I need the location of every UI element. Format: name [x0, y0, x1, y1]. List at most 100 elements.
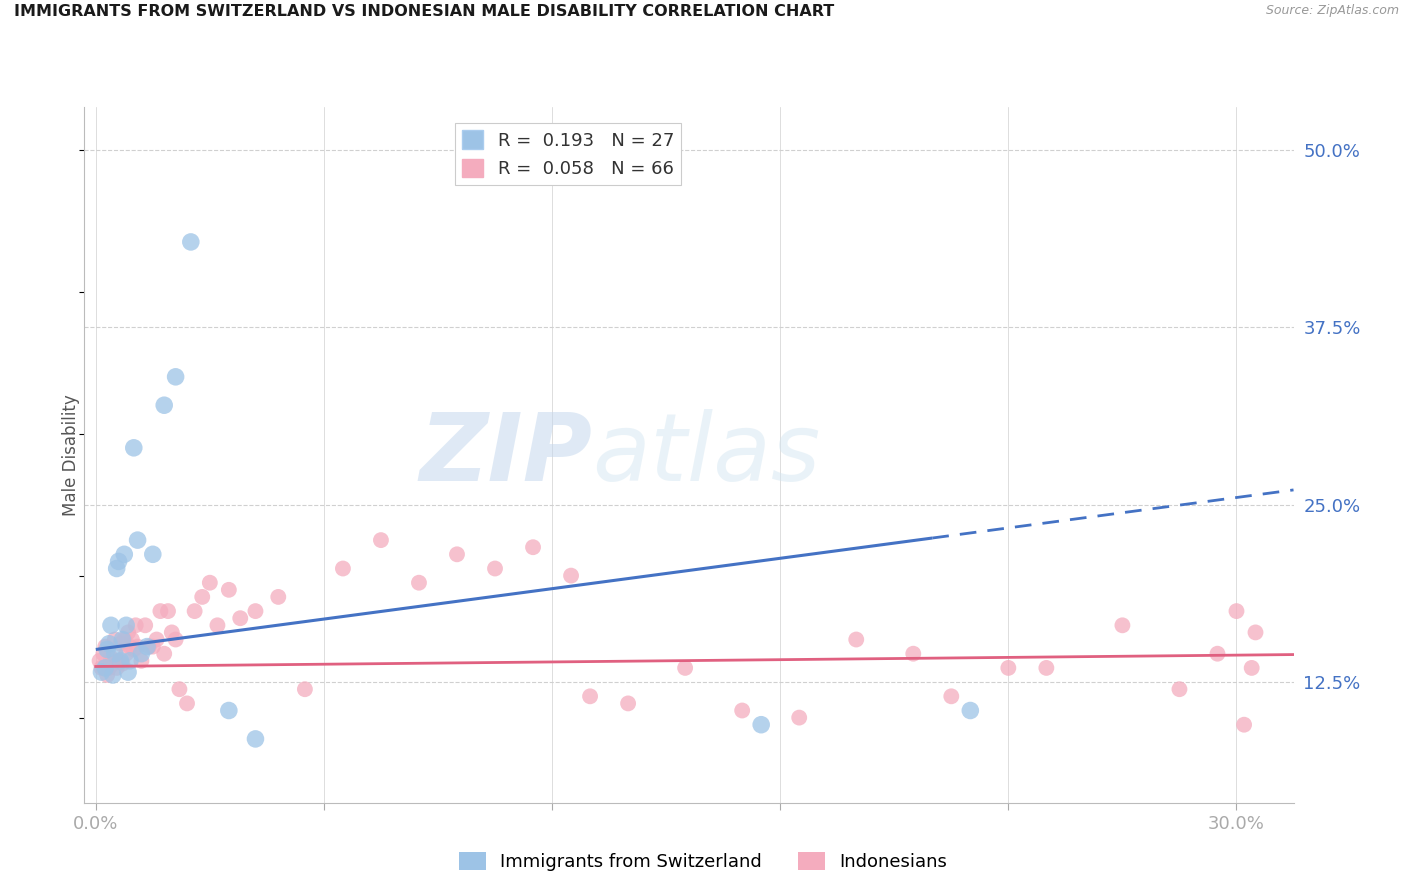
- Point: [560, 568, 582, 582]
- Point: [138, 640, 160, 654]
- Point: [845, 632, 868, 647]
- Point: [93, 647, 115, 661]
- Point: [959, 704, 981, 718]
- Point: [1206, 647, 1229, 661]
- Point: [446, 547, 468, 561]
- Point: [165, 632, 187, 647]
- Point: [160, 625, 183, 640]
- Point: [121, 632, 143, 647]
- Point: [131, 654, 153, 668]
- Point: [787, 710, 810, 724]
- Point: [89, 654, 111, 668]
- Point: [294, 682, 316, 697]
- Point: [98, 637, 121, 651]
- Legend: R =  0.193   N = 27, R =  0.058   N = 66: R = 0.193 N = 27, R = 0.058 N = 66: [454, 123, 682, 186]
- Point: [522, 540, 544, 554]
- Point: [96, 668, 118, 682]
- Point: [100, 618, 122, 632]
- Point: [165, 369, 187, 384]
- Point: [145, 632, 167, 647]
- Point: [127, 640, 149, 654]
- Point: [122, 642, 145, 657]
- Point: [1225, 604, 1247, 618]
- Point: [176, 697, 198, 711]
- Point: [153, 647, 176, 661]
- Point: [142, 640, 165, 654]
- Point: [117, 625, 139, 640]
- Point: [218, 582, 240, 597]
- Point: [112, 632, 135, 647]
- Point: [149, 604, 172, 618]
- Point: [100, 651, 122, 665]
- Point: [105, 661, 128, 675]
- Text: IMMIGRANTS FROM SWITZERLAND VS INDONESIAN MALE DISABILITY CORRELATION CHART: IMMIGRANTS FROM SWITZERLAND VS INDONESIA…: [14, 4, 834, 20]
- Point: [1244, 625, 1267, 640]
- Point: [183, 604, 205, 618]
- Point: [153, 398, 176, 412]
- Point: [134, 618, 156, 632]
- Point: [131, 647, 153, 661]
- Text: Source: ZipAtlas.com: Source: ZipAtlas.com: [1265, 4, 1399, 18]
- Point: [180, 235, 202, 249]
- Point: [117, 665, 139, 680]
- Point: [107, 654, 129, 668]
- Point: [110, 654, 132, 668]
- Point: [749, 717, 772, 731]
- Point: [673, 661, 696, 675]
- Point: [125, 618, 148, 632]
- Point: [94, 661, 117, 675]
- Point: [111, 632, 134, 647]
- Point: [115, 618, 138, 632]
- Y-axis label: Male Disability: Male Disability: [62, 394, 80, 516]
- Point: [1233, 717, 1256, 731]
- Point: [903, 647, 925, 661]
- Point: [90, 661, 112, 675]
- Point: [731, 704, 754, 718]
- Point: [94, 640, 117, 654]
- Point: [122, 441, 145, 455]
- Point: [218, 704, 240, 718]
- Point: [408, 575, 430, 590]
- Point: [1168, 682, 1191, 697]
- Point: [104, 632, 127, 647]
- Point: [332, 561, 354, 575]
- Point: [110, 637, 132, 651]
- Point: [112, 547, 135, 561]
- Point: [370, 533, 392, 548]
- Point: [104, 647, 127, 661]
- Point: [1035, 661, 1057, 675]
- Point: [101, 668, 124, 682]
- Point: [941, 690, 963, 704]
- Point: [118, 640, 141, 654]
- Point: [107, 554, 129, 568]
- Point: [1111, 618, 1133, 632]
- Point: [118, 654, 141, 668]
- Point: [90, 665, 112, 680]
- Point: [98, 661, 121, 675]
- Legend: Immigrants from Switzerland, Indonesians: Immigrants from Switzerland, Indonesians: [451, 845, 955, 879]
- Point: [198, 575, 221, 590]
- Point: [127, 533, 149, 548]
- Text: atlas: atlas: [592, 409, 821, 500]
- Point: [267, 590, 290, 604]
- Point: [115, 647, 138, 661]
- Point: [997, 661, 1019, 675]
- Point: [1240, 661, 1263, 675]
- Point: [96, 642, 118, 657]
- Text: ZIP: ZIP: [419, 409, 592, 501]
- Point: [229, 611, 252, 625]
- Point: [245, 604, 267, 618]
- Point: [142, 547, 165, 561]
- Point: [191, 590, 214, 604]
- Point: [101, 657, 124, 671]
- Point: [245, 731, 267, 746]
- Point: [169, 682, 191, 697]
- Point: [111, 657, 134, 671]
- Point: [617, 697, 640, 711]
- Point: [105, 561, 128, 575]
- Point: [156, 604, 179, 618]
- Point: [579, 690, 602, 704]
- Point: [136, 640, 159, 654]
- Point: [207, 618, 229, 632]
- Point: [484, 561, 506, 575]
